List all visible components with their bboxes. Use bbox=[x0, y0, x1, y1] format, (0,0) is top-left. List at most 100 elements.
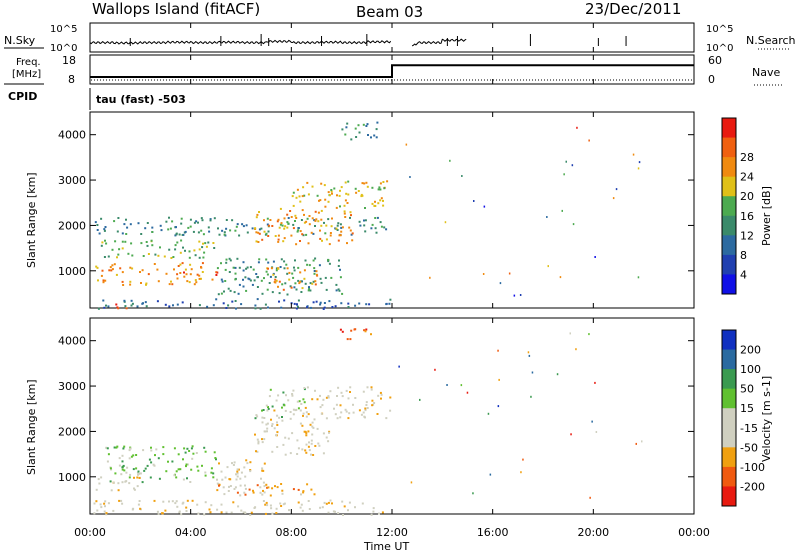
power-cell bbox=[289, 285, 292, 288]
velocity-cell bbox=[249, 470, 252, 473]
velocity-cell bbox=[233, 488, 236, 490]
x-tick-label: 20:00 bbox=[577, 526, 609, 539]
power-cell bbox=[156, 300, 159, 303]
power-cell bbox=[223, 233, 226, 236]
velocity-cell bbox=[243, 491, 246, 494]
velocity-tick-label: -200 bbox=[740, 480, 765, 493]
velocity-cell bbox=[125, 480, 128, 483]
power-cell bbox=[317, 211, 320, 214]
power-cell bbox=[182, 246, 184, 249]
velocity-cell bbox=[434, 368, 436, 371]
velocity-cell bbox=[218, 484, 220, 487]
velocity-cell bbox=[269, 494, 272, 497]
power-cell bbox=[350, 214, 352, 217]
velocity-cell bbox=[594, 381, 596, 384]
power-cell bbox=[105, 304, 107, 307]
power-cell bbox=[388, 302, 391, 305]
velocity-cell bbox=[182, 501, 185, 504]
power-cell bbox=[189, 225, 192, 228]
velocity-swatch bbox=[722, 388, 736, 409]
power-cell bbox=[105, 242, 108, 245]
velocity-tick-label: -15 bbox=[740, 422, 758, 435]
velocity-cell bbox=[186, 499, 189, 502]
power-cell bbox=[286, 272, 289, 275]
power-cell bbox=[255, 216, 258, 219]
velocity-cell bbox=[239, 477, 242, 480]
velocity-cell bbox=[332, 510, 335, 513]
velocity-cell bbox=[329, 390, 332, 393]
velocity-cell bbox=[204, 471, 207, 474]
power-cell bbox=[94, 221, 97, 224]
velocity-cell bbox=[162, 500, 165, 503]
power-cell bbox=[297, 227, 300, 229]
velocity-cell bbox=[179, 468, 182, 471]
power-cell bbox=[146, 222, 149, 224]
power-cell bbox=[382, 199, 384, 202]
power-cell bbox=[229, 259, 232, 262]
power-cell bbox=[168, 216, 170, 219]
velocity-cell bbox=[271, 405, 274, 408]
power-cell bbox=[317, 220, 320, 223]
power-cell bbox=[255, 240, 258, 243]
velocity-cell bbox=[310, 453, 312, 456]
velocity-cell bbox=[208, 508, 211, 511]
velocity-cell bbox=[360, 413, 363, 416]
power-cell bbox=[223, 231, 226, 234]
velocity-cell bbox=[278, 416, 281, 419]
velocity-cell bbox=[641, 440, 643, 443]
power-cell bbox=[180, 222, 183, 225]
velocity-cell bbox=[229, 485, 232, 487]
velocity-cell bbox=[301, 448, 304, 451]
power-cell bbox=[367, 134, 369, 136]
velocity-cell bbox=[100, 476, 103, 479]
velocity-cell bbox=[167, 460, 169, 463]
power-cell bbox=[336, 224, 339, 227]
power-cell bbox=[168, 248, 171, 251]
velocity-cell bbox=[109, 480, 112, 483]
power-cell bbox=[285, 263, 288, 266]
power-cell bbox=[290, 216, 293, 218]
power-cell bbox=[172, 256, 175, 258]
power-ytick-label: 4000 bbox=[58, 129, 86, 142]
power-cell bbox=[357, 124, 360, 127]
power-cell bbox=[179, 251, 182, 254]
velocity-cell bbox=[297, 407, 300, 410]
power-cell bbox=[198, 240, 201, 243]
velocity-cell bbox=[380, 393, 383, 396]
velocity-cell bbox=[201, 464, 203, 467]
power-cell bbox=[190, 268, 193, 271]
velocity-cell bbox=[370, 388, 373, 391]
power-colorbar: 28 24 20 16 12 8 4 bbox=[721, 117, 754, 295]
power-cell bbox=[245, 267, 248, 270]
velocity-cell bbox=[235, 478, 238, 481]
power-cell bbox=[335, 227, 338, 230]
power-cell bbox=[304, 259, 307, 262]
cpid-label: CPID bbox=[8, 90, 37, 103]
velocity-cell bbox=[325, 502, 328, 505]
velocity-cell bbox=[203, 513, 206, 516]
velocity-cell bbox=[302, 398, 305, 401]
velocity-cell bbox=[556, 373, 559, 376]
power-cell bbox=[300, 280, 303, 283]
power-cell bbox=[225, 307, 228, 309]
power-cell bbox=[307, 289, 310, 292]
velocity-cell bbox=[297, 501, 300, 504]
power-cell bbox=[338, 259, 340, 262]
velocity-cell bbox=[279, 502, 282, 505]
power-cell bbox=[215, 271, 218, 274]
velocity-cell bbox=[365, 404, 368, 406]
velocity-cell bbox=[365, 328, 368, 331]
power-cell bbox=[269, 219, 272, 221]
velocity-cell bbox=[99, 503, 102, 506]
velocity-cell bbox=[275, 512, 278, 514]
power-cell bbox=[295, 243, 298, 246]
velocity-swatch bbox=[722, 349, 736, 370]
power-cell bbox=[249, 279, 252, 282]
velocity-cell bbox=[110, 468, 113, 471]
power-cell bbox=[129, 280, 132, 283]
power-cell bbox=[193, 283, 196, 286]
velocity-cell bbox=[520, 471, 522, 474]
power-tick-label: 16 bbox=[740, 210, 754, 223]
velocity-cell bbox=[366, 386, 369, 389]
power-cell bbox=[380, 197, 383, 200]
